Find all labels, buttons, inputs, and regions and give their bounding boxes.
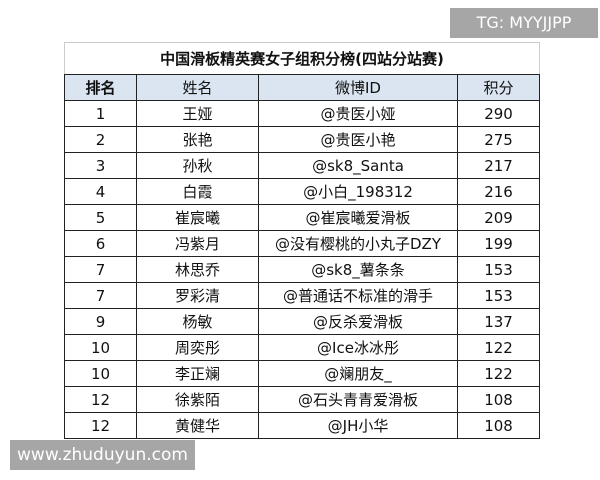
name-cell: 孙秋 <box>136 152 259 179</box>
name-cell: 林思乔 <box>136 256 259 283</box>
table-title: 中国滑板精英赛女子组积分榜(四站分站赛) <box>63 42 541 75</box>
points-cell: 217 <box>456 152 541 179</box>
name-cell: 冯紫月 <box>136 230 259 257</box>
rank-cell: 2 <box>64 126 137 153</box>
table-row: 10 李正斓 @斓朋友_ 122 <box>64 360 541 387</box>
table-row: 10 周奕彤 @Ice冰冰彤 122 <box>64 334 541 361</box>
rank-cell: 4 <box>64 178 137 205</box>
title-row: 中国滑板精英赛女子组积分榜(四站分站赛) <box>63 42 541 75</box>
name-cell: 李正斓 <box>136 360 259 387</box>
watermark-tg: TG: MYYJJPP <box>450 8 598 38</box>
weibo-id-cell: @反杀爱滑板 <box>258 308 458 335</box>
rank-cell: 6 <box>64 230 137 257</box>
name-cell: 周奕彤 <box>136 334 259 361</box>
weibo-id-cell: @没有樱桃的小丸子DZY <box>258 230 458 257</box>
points-cell: 108 <box>456 386 541 413</box>
name-cell: 崔宸曦 <box>136 204 259 231</box>
standings-table: 中国滑板精英赛女子组积分榜(四站分站赛) 排名 姓名 微博ID 积分 1 王娅 @贵… <box>63 42 541 439</box>
rank-cell: 5 <box>64 204 137 231</box>
header-name: 姓名 <box>136 74 259 101</box>
name-cell: 罗彩清 <box>136 282 259 309</box>
weibo-id-cell: @小白_198312 <box>258 178 458 205</box>
weibo-id-cell: @sk8_薯条条 <box>258 256 458 283</box>
table-row: 5 崔宸曦 @崔宸曦爱滑板 209 <box>64 204 541 231</box>
points-cell: 209 <box>456 204 541 231</box>
name-cell: 黄健华 <box>136 412 259 439</box>
header-weibo-id: 微博ID <box>258 74 458 101</box>
points-cell: 153 <box>456 256 541 283</box>
table-row: 7 罗彩清 @普通话不标准的滑手 153 <box>64 282 541 309</box>
weibo-id-cell: @贵医小艳 <box>258 126 458 153</box>
table-row: 4 白霞 @小白_198312 216 <box>64 178 541 205</box>
points-cell: 290 <box>456 100 541 127</box>
points-cell: 108 <box>456 412 541 439</box>
rank-cell: 7 <box>64 282 137 309</box>
name-cell: 张艳 <box>136 126 259 153</box>
name-cell: 徐紫陌 <box>136 386 259 413</box>
table-row: 12 徐紫陌 @石头青青爱滑板 108 <box>64 386 541 413</box>
weibo-id-cell: @Ice冰冰彤 <box>258 334 458 361</box>
points-cell: 216 <box>456 178 541 205</box>
points-cell: 122 <box>456 360 541 387</box>
weibo-id-cell: @石头青青爱滑板 <box>258 386 458 413</box>
table-row: 9 杨敏 @反杀爱滑板 137 <box>64 308 541 335</box>
table-row: 2 张艳 @贵医小艳 275 <box>64 126 541 153</box>
points-cell: 153 <box>456 282 541 309</box>
weibo-id-cell: @JH小华 <box>258 412 458 439</box>
table-row: 3 孙秋 @sk8_Santa 217 <box>64 152 541 179</box>
table-row: 12 黄健华 @JH小华 108 <box>64 412 541 439</box>
header-rank: 排名 <box>64 74 137 101</box>
rank-cell: 10 <box>64 334 137 361</box>
table-row: 6 冯紫月 @没有樱桃的小丸子DZY 199 <box>64 230 541 257</box>
table-row: 1 王娅 @贵医小娅 290 <box>64 100 541 127</box>
points-cell: 137 <box>456 308 541 335</box>
table-row: 7 林思乔 @sk8_薯条条 153 <box>64 256 541 283</box>
header-row: 排名 姓名 微博ID 积分 <box>64 74 541 101</box>
rank-cell: 10 <box>64 360 137 387</box>
rank-cell: 3 <box>64 152 137 179</box>
rank-cell: 12 <box>64 412 137 439</box>
watermark-site: www.zhuduyun.com <box>10 440 195 470</box>
name-cell: 王娅 <box>136 100 259 127</box>
points-cell: 275 <box>456 126 541 153</box>
rank-cell: 12 <box>64 386 137 413</box>
points-cell: 199 <box>456 230 541 257</box>
header-points: 积分 <box>456 74 541 101</box>
weibo-id-cell: @斓朋友_ <box>258 360 458 387</box>
weibo-id-cell: @sk8_Santa <box>258 152 458 179</box>
name-cell: 白霞 <box>136 178 259 205</box>
name-cell: 杨敏 <box>136 308 259 335</box>
points-cell: 122 <box>456 334 541 361</box>
weibo-id-cell: @贵医小娅 <box>258 100 458 127</box>
rank-cell: 7 <box>64 256 137 283</box>
weibo-id-cell: @崔宸曦爱滑板 <box>258 204 458 231</box>
rank-cell: 1 <box>64 100 137 127</box>
weibo-id-cell: @普通话不标准的滑手 <box>258 282 458 309</box>
rank-cell: 9 <box>64 308 137 335</box>
